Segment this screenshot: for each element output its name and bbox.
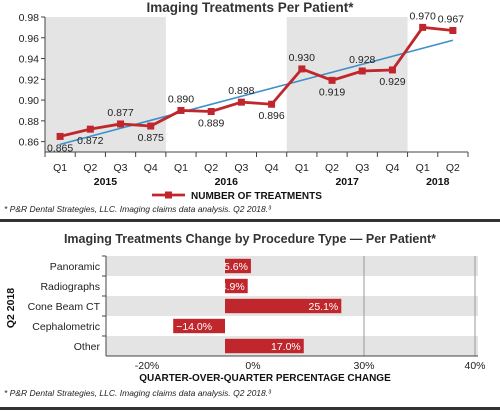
x-tick-label: Q4 bbox=[144, 162, 158, 174]
value-label: 4.9% bbox=[221, 281, 245, 293]
line-chart-footnote: * P&R Dental Strategies, LLC. Imaging cl… bbox=[4, 204, 272, 214]
bar bbox=[225, 338, 304, 354]
bar-chart: Imaging Treatments Change by Procedure T… bbox=[0, 232, 500, 410]
data-label: 0.875 bbox=[138, 132, 164, 144]
bar bbox=[225, 258, 251, 274]
divider bbox=[0, 219, 500, 222]
value-label: 5.6% bbox=[224, 261, 248, 273]
year-label-2018: 2018 bbox=[426, 176, 450, 188]
legend-swatch-marker bbox=[165, 191, 172, 199]
x-tick-label: Q1 bbox=[53, 162, 67, 174]
line-chart-title: Imaging Treatments Per Patient* bbox=[146, 0, 354, 15]
category-label: Panoramic bbox=[50, 261, 100, 273]
data-label: 0.919 bbox=[319, 86, 345, 98]
data-point bbox=[449, 27, 457, 34]
data-point bbox=[328, 76, 336, 84]
data-label: 0.929 bbox=[379, 76, 405, 88]
bottom-rule bbox=[0, 407, 500, 410]
data-point bbox=[419, 23, 427, 31]
data-label: 0.898 bbox=[228, 85, 254, 97]
category-label: Cephalometric bbox=[32, 321, 100, 333]
data-label: 0.896 bbox=[258, 110, 284, 122]
category-label: Other bbox=[74, 341, 101, 353]
x-tick-label: Q2 bbox=[83, 162, 97, 174]
category-label: Radiographs bbox=[40, 281, 100, 293]
x-tick-label: Q2 bbox=[325, 162, 339, 174]
series-line bbox=[59, 25, 454, 138]
line-chart: Imaging Treatments Per Patient* 0.86 0.88… bbox=[0, 0, 500, 222]
year-label-2016: 2016 bbox=[215, 176, 239, 188]
year-label-2017: 2017 bbox=[335, 176, 359, 188]
data-label: 0.890 bbox=[168, 93, 194, 105]
data-label: 0.930 bbox=[289, 52, 315, 64]
data-point bbox=[86, 125, 94, 133]
legend: NUMBER OF TREATMENTS bbox=[152, 191, 322, 202]
data-point bbox=[298, 65, 306, 73]
x-tick-label: Q1 bbox=[416, 162, 430, 174]
y-tick-label: 0.96 bbox=[19, 33, 40, 45]
y-tick-label: 0.94 bbox=[19, 54, 40, 66]
bar-chart-x-label: QUARTER-OVER-QUARTER PERCENTAGE CHANGE bbox=[139, 373, 391, 384]
x-tick-label: Q4 bbox=[385, 162, 399, 174]
category-label: Cone Beam CT bbox=[28, 301, 101, 313]
legend-label: NUMBER OF TREATMENTS bbox=[191, 191, 322, 202]
bar-chart-y-label: Q2 2018 bbox=[5, 288, 17, 328]
data-label: 0.872 bbox=[77, 135, 103, 147]
x-tick-label: 40% bbox=[464, 360, 485, 372]
data-label: 0.970 bbox=[410, 10, 436, 22]
data-label: 0.889 bbox=[198, 118, 224, 130]
data-point bbox=[388, 66, 396, 74]
x-tick-label: Q4 bbox=[265, 162, 279, 174]
data-point bbox=[177, 106, 185, 114]
data-point bbox=[268, 100, 276, 108]
bar bbox=[225, 278, 248, 294]
bar-chart-footnote: * P&R Dental Strategies, LLC. Imaging cl… bbox=[4, 388, 272, 398]
year-band-2015 bbox=[45, 17, 166, 152]
x-tick-label: Q2 bbox=[446, 162, 460, 174]
data-label: 0.877 bbox=[107, 107, 133, 119]
y-tick-label: 0.86 bbox=[19, 137, 40, 149]
bar bbox=[225, 298, 342, 314]
x-tick-label: Q2 bbox=[204, 162, 218, 174]
y-tick-label: 0.92 bbox=[19, 74, 40, 86]
data-point bbox=[56, 132, 64, 140]
x-tick-label: Q1 bbox=[295, 162, 309, 174]
data-point bbox=[237, 98, 245, 106]
x-tick-label: Q3 bbox=[114, 162, 128, 174]
year-label-2015: 2015 bbox=[94, 176, 118, 188]
x-tick-label: -20% bbox=[135, 360, 160, 372]
y-tick-label: 0.90 bbox=[19, 95, 40, 107]
x-tick-label: Q3 bbox=[355, 162, 369, 174]
trendline bbox=[59, 39, 454, 146]
year-band-2017 bbox=[286, 17, 408, 152]
data-label: 0.967 bbox=[438, 14, 464, 26]
value-label: −14.0% bbox=[176, 321, 212, 333]
y-tick-label: 0.88 bbox=[19, 116, 40, 128]
value-label: 25.1% bbox=[309, 301, 339, 313]
y-tick-label: 0.98 bbox=[19, 12, 40, 24]
x-tick-label: 30% bbox=[353, 360, 374, 372]
x-tick-label: Q3 bbox=[234, 162, 248, 174]
data-point bbox=[358, 67, 366, 75]
data-label: 0.865 bbox=[47, 142, 73, 154]
x-tick-label: Q1 bbox=[174, 162, 188, 174]
row-band bbox=[106, 256, 478, 276]
data-point bbox=[117, 120, 125, 128]
data-point bbox=[147, 122, 155, 130]
data-point bbox=[207, 108, 215, 115]
data-label: 0.928 bbox=[349, 54, 375, 66]
bar-chart-title: Imaging Treatments Change by Procedure T… bbox=[64, 232, 436, 246]
bar bbox=[173, 318, 225, 334]
value-label: 17.0% bbox=[271, 341, 301, 353]
x-tick-label: 0% bbox=[245, 360, 260, 372]
